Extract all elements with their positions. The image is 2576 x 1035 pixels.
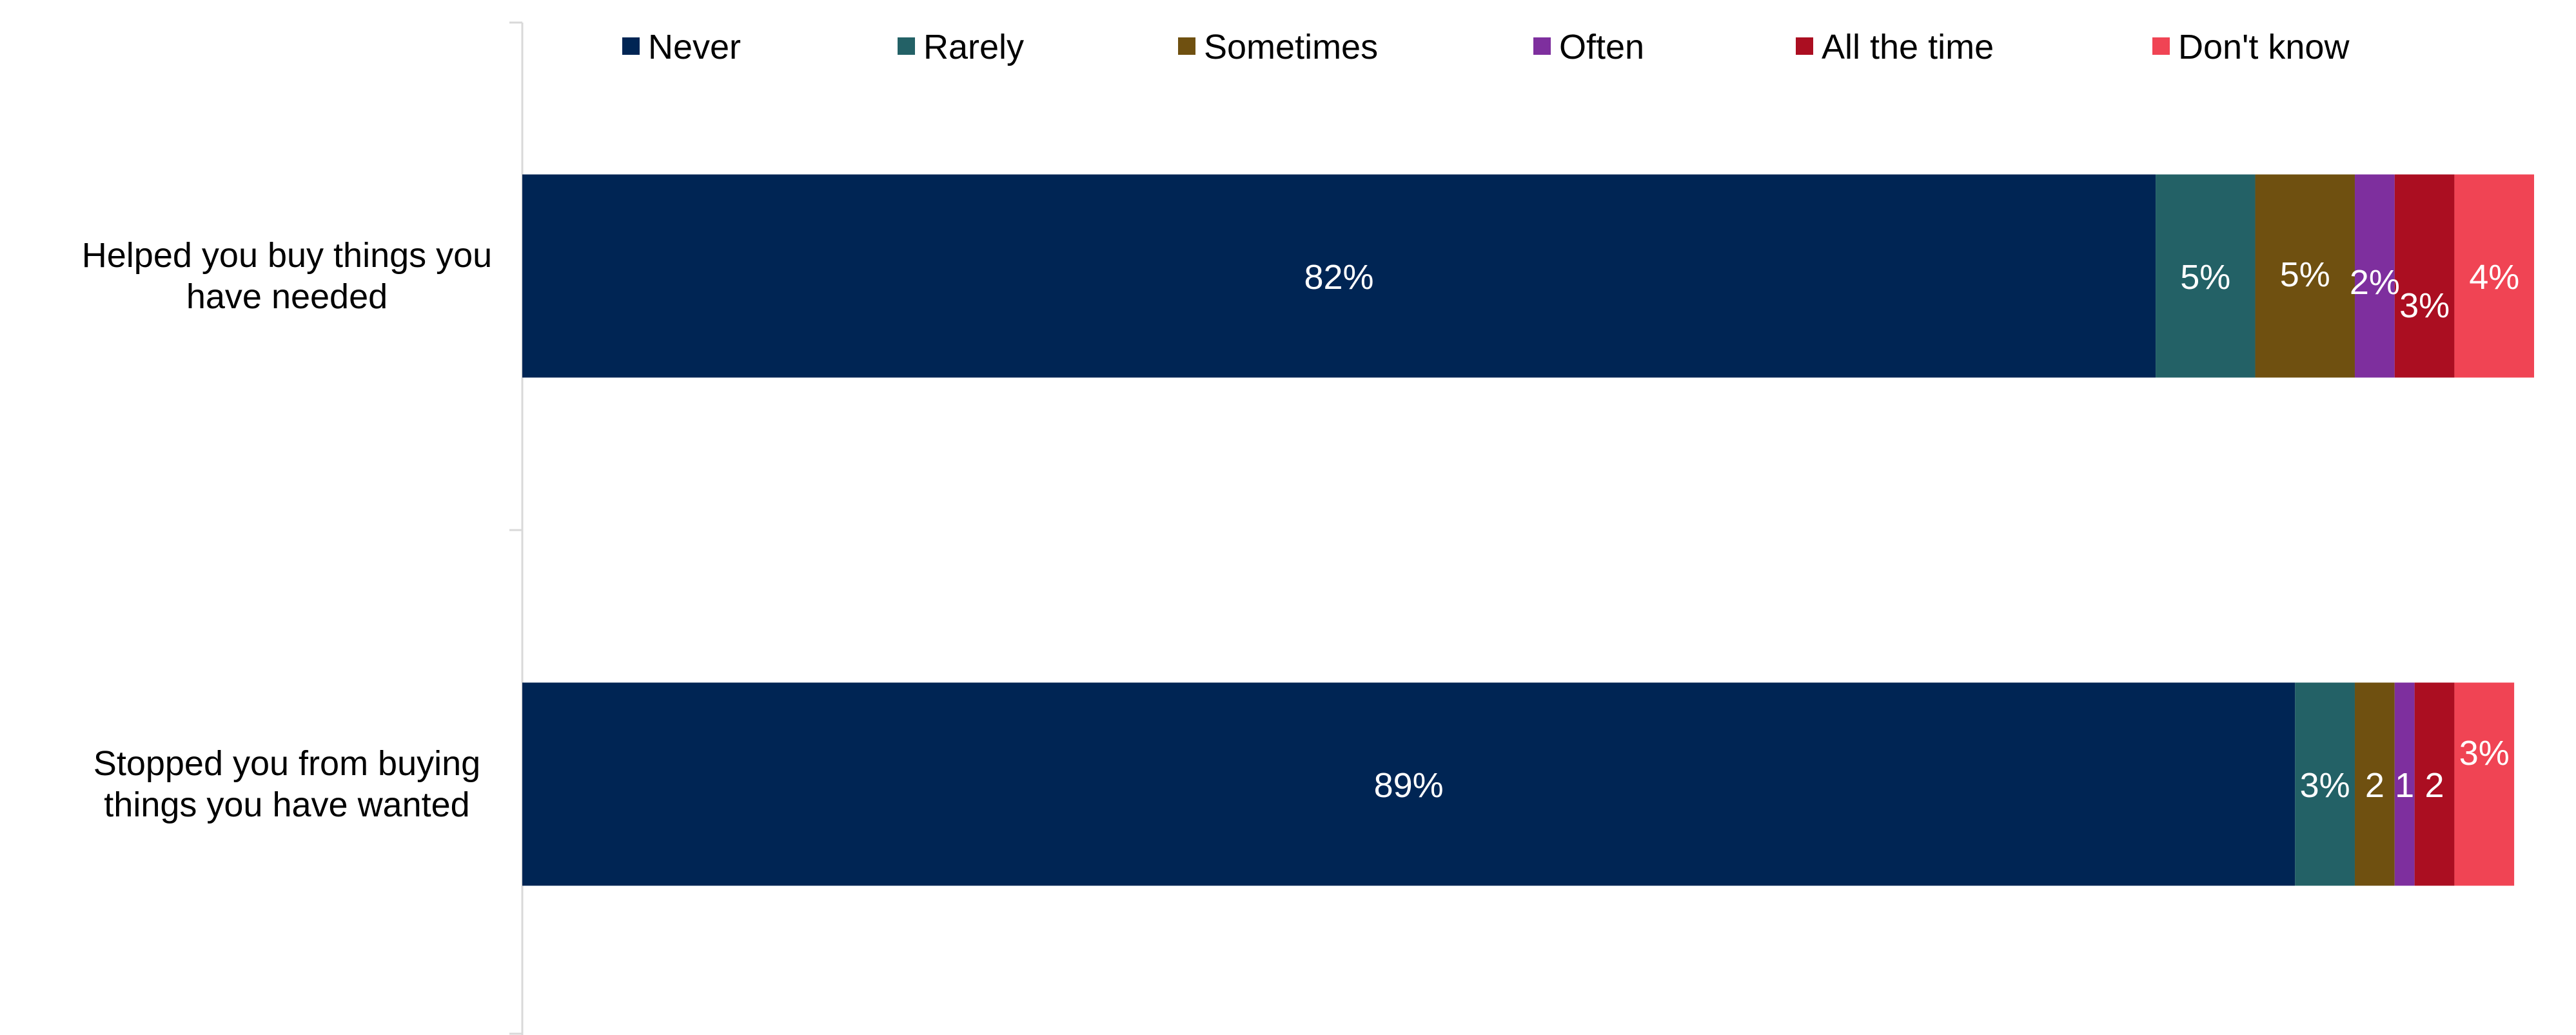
category-label: Stopped you from buying things you have w… [93, 744, 480, 824]
bar-segment-often [2394, 682, 2415, 886]
legend-label: Rarely [923, 28, 1024, 66]
bars-layer [522, 174, 2534, 886]
bar-segment-never [522, 174, 2156, 378]
data-label: 2 [2425, 766, 2444, 805]
category-labels: Helped you buy things you have needed Stop… [82, 236, 492, 824]
bar-segment-sometimes [2354, 682, 2395, 886]
data-label: 2% [2350, 263, 2400, 302]
bar-segment-rarely [2156, 174, 2256, 378]
bar-segment-don-t-know [2454, 682, 2515, 886]
data-label: 4% [2469, 258, 2519, 297]
data-label: 2 [2365, 766, 2384, 805]
legend-swatch [2152, 37, 2170, 55]
legend-label: Often [1559, 28, 1644, 66]
legend-swatch [1533, 37, 1551, 55]
category-label: Helped you buy things you have needed [82, 236, 492, 316]
legend-item-all-the-time: All the time [1796, 28, 1994, 66]
bar-segment-often [2354, 174, 2395, 378]
legend-item-don-t-know: Don't know [2152, 28, 2350, 66]
axis-layer [509, 21, 524, 1035]
bar-segment-rarely [2295, 682, 2355, 886]
data-label: 3% [2300, 766, 2350, 805]
bar-segment-sometimes [2255, 174, 2355, 378]
bar-segment-never [522, 682, 2296, 886]
data-label: 89% [1374, 766, 1444, 805]
legend-item-never: Never [622, 28, 741, 66]
data-label: 5% [2280, 255, 2330, 294]
legend-swatch [622, 37, 640, 55]
data-label: 5% [2180, 258, 2230, 297]
bar-segment-all-the-time [2414, 682, 2455, 886]
legend-label: Don't know [2178, 28, 2350, 66]
legend-item-sometimes: Sometimes [1178, 28, 1378, 66]
legend-label: Never [648, 28, 741, 66]
labels-layer: 82% 5% 5% 2%3%4%89% 3% 2 1 23% [1304, 255, 2519, 805]
legend-swatch [1178, 37, 1195, 55]
legend-item-rarely: Rarely [898, 28, 1024, 66]
legend-swatch [1796, 37, 1813, 55]
legend-label: All the time [1822, 28, 1994, 66]
data-label: 3% [2459, 734, 2510, 773]
legend-swatch [898, 37, 915, 55]
data-label: 82% [1304, 258, 1373, 297]
legend-label: Sometimes [1204, 28, 1378, 66]
legend-item-often: Often [1533, 28, 1644, 66]
legend: Never Rarely Sometimes Often All the time Don… [622, 28, 2350, 66]
data-label: 3% [2399, 286, 2450, 325]
data-label: 1 [2395, 766, 2414, 805]
bar-segment-all-the-time [2394, 174, 2455, 378]
bar-segment-don-t-know [2454, 174, 2534, 378]
